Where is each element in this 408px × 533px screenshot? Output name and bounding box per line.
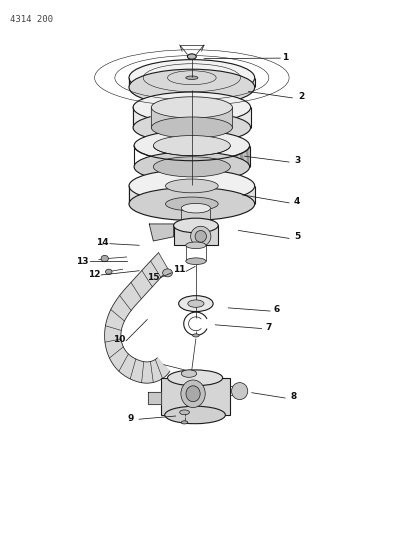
Ellipse shape [181,204,211,213]
Polygon shape [215,146,223,167]
Polygon shape [133,92,251,143]
Ellipse shape [166,179,218,193]
Ellipse shape [151,117,233,138]
Polygon shape [222,146,230,167]
Text: 11: 11 [173,265,186,274]
Polygon shape [246,146,250,167]
Polygon shape [242,146,247,167]
Polygon shape [238,146,244,167]
Text: 2: 2 [298,92,304,101]
Polygon shape [200,146,208,167]
Polygon shape [200,146,208,167]
Ellipse shape [133,92,251,123]
Ellipse shape [166,197,218,211]
Text: 8: 8 [290,392,296,401]
Ellipse shape [181,225,211,235]
Text: 4314 200: 4314 200 [10,15,53,24]
Polygon shape [234,146,240,167]
Ellipse shape [153,157,231,177]
Polygon shape [149,224,174,241]
Polygon shape [245,146,249,167]
Text: 1: 1 [282,53,288,62]
Ellipse shape [187,54,196,59]
Polygon shape [129,169,255,220]
Ellipse shape [191,227,211,246]
Ellipse shape [163,269,173,277]
Polygon shape [151,97,233,138]
Polygon shape [238,146,244,167]
Ellipse shape [195,231,206,242]
Polygon shape [192,146,200,167]
Bar [161,378,230,415]
Text: 5: 5 [294,232,300,241]
Ellipse shape [181,421,188,424]
Ellipse shape [106,269,112,274]
Polygon shape [246,146,250,167]
Ellipse shape [153,135,231,156]
Ellipse shape [179,296,213,312]
Text: 3: 3 [294,156,300,165]
Text: 14: 14 [96,238,109,247]
Text: 9: 9 [128,414,134,423]
Text: 12: 12 [89,270,101,279]
Ellipse shape [129,60,255,96]
Ellipse shape [181,380,205,408]
Text: 6: 6 [274,305,280,314]
Ellipse shape [133,112,251,143]
Text: 4: 4 [294,197,300,206]
Text: 7: 7 [266,323,272,332]
Ellipse shape [174,218,218,233]
Ellipse shape [186,76,198,79]
Ellipse shape [151,97,233,118]
Ellipse shape [101,255,109,262]
Ellipse shape [168,370,223,386]
Polygon shape [207,146,216,167]
Polygon shape [222,146,230,167]
Ellipse shape [129,169,255,203]
Polygon shape [129,60,255,106]
Text: 13: 13 [76,257,89,265]
Polygon shape [215,146,223,167]
Ellipse shape [186,242,206,248]
Ellipse shape [134,131,250,161]
Polygon shape [242,146,247,167]
Text: 10: 10 [113,335,125,344]
Ellipse shape [181,370,197,377]
Polygon shape [228,146,235,167]
Ellipse shape [165,406,225,424]
Ellipse shape [186,258,206,264]
Text: 15: 15 [147,272,160,281]
Polygon shape [149,392,161,405]
Polygon shape [207,146,216,167]
Ellipse shape [232,383,248,400]
Polygon shape [104,253,170,383]
Polygon shape [228,146,235,167]
Ellipse shape [129,188,255,220]
Polygon shape [245,146,249,167]
Ellipse shape [186,386,200,402]
Ellipse shape [134,152,250,182]
Ellipse shape [180,410,189,415]
Polygon shape [234,146,240,167]
Ellipse shape [129,69,255,106]
Polygon shape [192,146,200,167]
Ellipse shape [193,334,199,337]
Bar [174,225,218,245]
Ellipse shape [188,300,204,308]
